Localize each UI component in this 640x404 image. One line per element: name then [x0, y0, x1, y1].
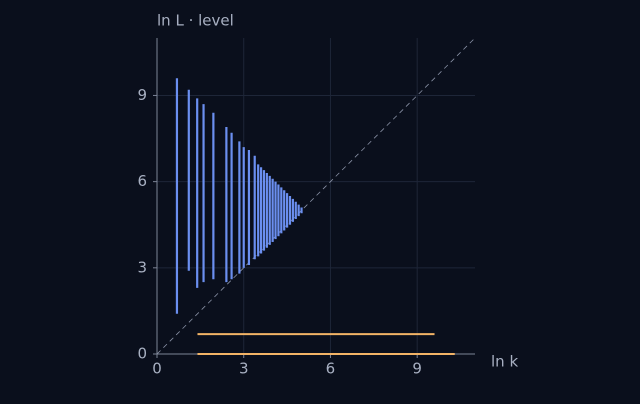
- y-tick-label: 6: [137, 172, 147, 190]
- x-tick-label: 0: [152, 360, 162, 378]
- x-tick-label: 9: [412, 360, 422, 378]
- y-tick-label: 9: [137, 86, 147, 104]
- y-axis-label: ln L · level: [157, 12, 234, 30]
- x-tick-label: 3: [239, 360, 249, 378]
- reference-diagonal: [156, 37, 476, 355]
- x-tick-label: 6: [326, 360, 336, 378]
- y-tick-label: 0: [137, 345, 147, 363]
- x-axis-label: ln k: [491, 353, 518, 371]
- y-tick-label: 3: [137, 258, 147, 276]
